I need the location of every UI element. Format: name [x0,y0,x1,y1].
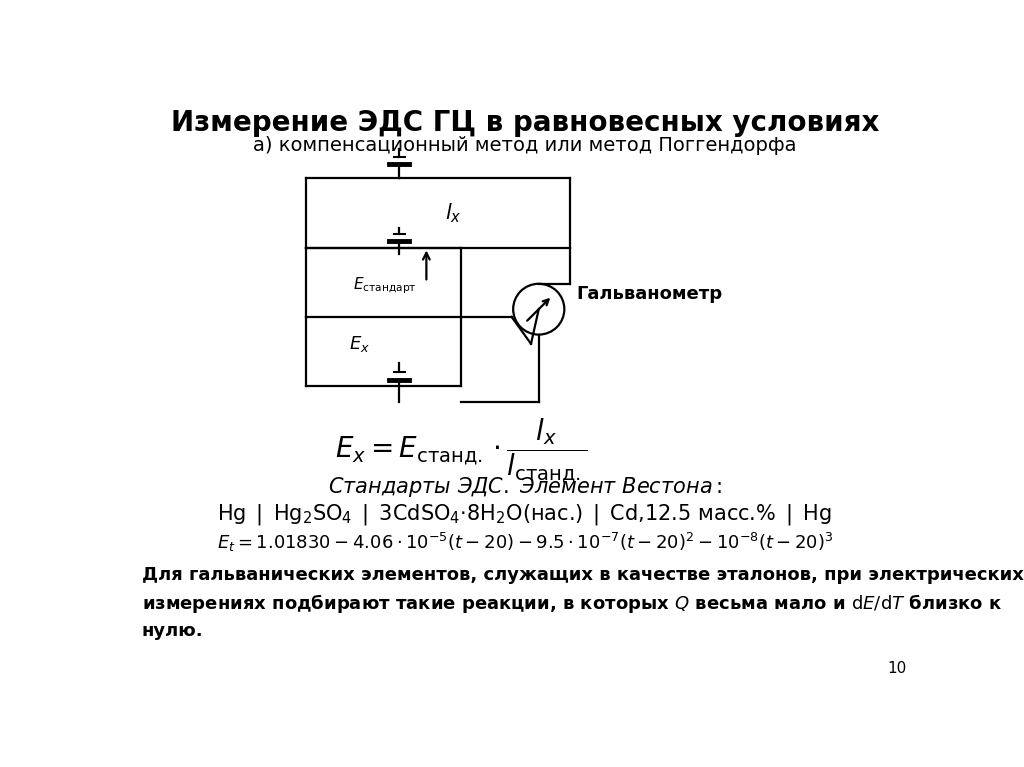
Text: Гальванометр: Гальванометр [575,285,722,303]
Text: а) компенсационный метод или метод Поггендорфа: а) компенсационный метод или метод Погге… [253,136,797,155]
Text: $E_t = 1.01830 - 4.06\cdot10^{-5}(t-20) - 9.5\cdot10^{-7}(t-20)^2 - 10^{-8}(t-20: $E_t = 1.01830 - 4.06\cdot10^{-5}(t-20) … [217,531,833,554]
Text: Для гальванических элементов, служащих в качестве эталонов, при электрических
из: Для гальванических элементов, служащих в… [142,565,1024,640]
Text: $l_x$: $l_x$ [445,201,462,225]
Text: 10: 10 [888,661,907,676]
Text: $\mathbf{\mathit{Стандарты\ ЭДС.}}$ $\mathit{Элемент\ Вестона:}$: $\mathbf{\mathit{Стандарты\ ЭДС.}}$ $\ma… [328,475,722,499]
Text: $E_x$: $E_x$ [349,334,370,354]
Text: $E_x = E_{\rm станд.} \cdot \dfrac{l_x}{l_{\rm станд.}}$: $E_x = E_{\rm станд.} \cdot \dfrac{l_x}{… [335,417,588,486]
Text: Измерение ЭДС ГЦ в равновесных условиях: Измерение ЭДС ГЦ в равновесных условиях [171,109,879,137]
Text: Hg $\,|\,$ Hg$_2$SO$_4$ $\,|\,$ 3CdSO$_4$$\cdot$8H$_2$O(нас.) $\,|\,$ Cd,12.5 ма: Hg $\,|\,$ Hg$_2$SO$_4$ $\,|\,$ 3CdSO$_4… [217,502,833,527]
Text: $E_{\rm стандарт}$: $E_{\rm стандарт}$ [352,276,417,296]
